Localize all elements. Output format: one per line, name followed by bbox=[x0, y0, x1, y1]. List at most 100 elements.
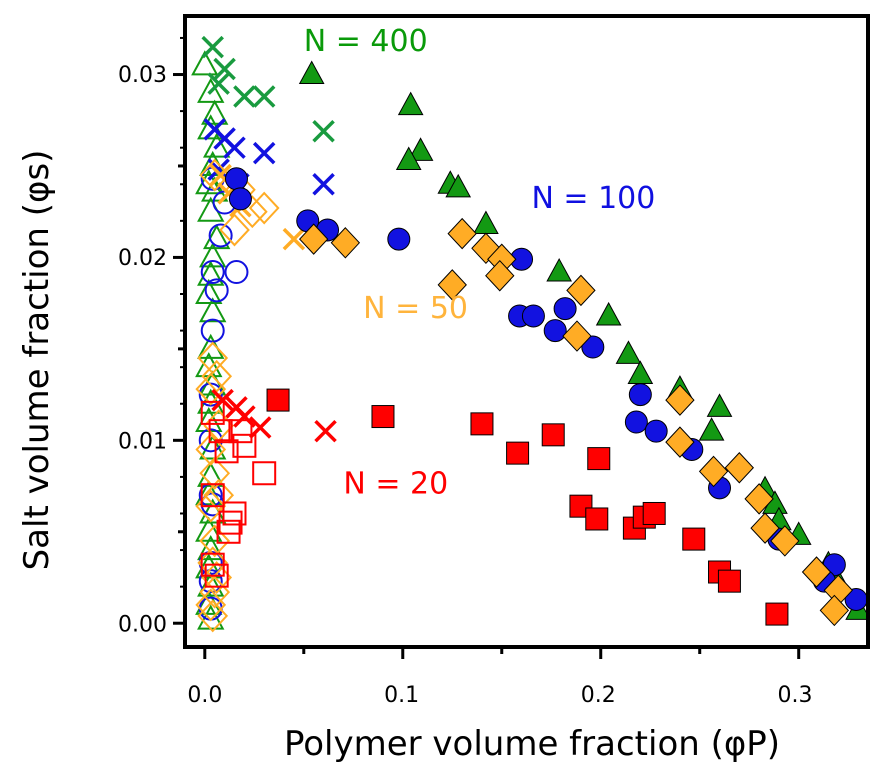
cross-marker bbox=[201, 35, 224, 59]
circle-marker bbox=[553, 297, 577, 321]
circle-marker bbox=[228, 187, 252, 211]
y-tick-label-3: 0.03 bbox=[118, 63, 167, 88]
x-axis-title: Polymer volume fraction (φP) bbox=[284, 724, 780, 764]
square-marker bbox=[371, 405, 395, 429]
annotation-n-50: N = 50 bbox=[363, 291, 468, 326]
triangle-marker bbox=[473, 210, 499, 235]
circle-marker bbox=[624, 410, 648, 434]
square-marker bbox=[682, 527, 706, 551]
diamond-marker bbox=[562, 320, 592, 352]
data-points bbox=[191, 35, 870, 633]
diamond-marker bbox=[698, 455, 729, 488]
cross-marker bbox=[282, 227, 306, 251]
cross-marker bbox=[252, 141, 276, 165]
diamond-marker bbox=[298, 223, 329, 255]
cross-marker bbox=[213, 57, 236, 81]
square-marker bbox=[585, 507, 609, 531]
cross-marker bbox=[233, 405, 256, 428]
diamond-marker bbox=[199, 456, 231, 490]
x-tick-label-2: 0.2 bbox=[581, 683, 616, 708]
diamond-marker bbox=[566, 274, 596, 307]
circle-marker bbox=[200, 260, 225, 285]
axis-ticks bbox=[173, 36, 801, 659]
triangle-marker bbox=[615, 340, 642, 364]
square-marker bbox=[506, 441, 530, 465]
triangle-marker bbox=[202, 132, 231, 158]
diamond-marker bbox=[447, 217, 477, 250]
circle-marker bbox=[644, 419, 668, 443]
square-marker bbox=[717, 569, 741, 593]
square-marker bbox=[587, 447, 611, 471]
triangle-marker bbox=[698, 417, 725, 441]
diamond-marker bbox=[195, 588, 227, 622]
square-marker bbox=[266, 388, 290, 412]
diamond-marker bbox=[199, 524, 231, 558]
x-tick-label-1: 0.1 bbox=[384, 683, 419, 708]
diamond-marker bbox=[665, 426, 695, 458]
diamond-marker bbox=[437, 269, 467, 301]
diamond-marker bbox=[724, 452, 755, 484]
circle-marker bbox=[521, 304, 545, 328]
circle-marker bbox=[224, 167, 248, 191]
square-marker bbox=[200, 483, 225, 508]
diamond-marker bbox=[801, 556, 832, 588]
annotation-n-400: N = 400 bbox=[304, 24, 428, 59]
diamond-marker bbox=[744, 483, 774, 515]
triangle-marker bbox=[445, 173, 472, 198]
triangle-marker bbox=[627, 360, 654, 384]
cross-marker bbox=[223, 136, 246, 159]
x-tick-label-3: 0.3 bbox=[778, 683, 813, 708]
circle-marker bbox=[208, 223, 233, 248]
y-axis-title: Salt volume fraction (φs) bbox=[17, 150, 57, 571]
circle-marker bbox=[204, 278, 229, 303]
diamond-marker bbox=[201, 561, 233, 594]
circle-marker bbox=[628, 383, 652, 407]
square-marker bbox=[216, 519, 241, 544]
cross-marker bbox=[211, 388, 234, 412]
circle-marker bbox=[543, 319, 567, 343]
square-marker bbox=[541, 423, 565, 447]
diamond-marker bbox=[248, 191, 280, 225]
plot-frame bbox=[183, 14, 870, 649]
cross-marker bbox=[207, 72, 230, 95]
diamond-marker bbox=[197, 341, 229, 375]
triangle-marker bbox=[191, 50, 219, 76]
cross-marker bbox=[252, 85, 276, 108]
annotation-n-100: N = 100 bbox=[531, 181, 655, 216]
triangle-marker bbox=[546, 258, 573, 282]
diamond-marker bbox=[330, 227, 361, 259]
square-marker bbox=[470, 412, 494, 436]
square-marker bbox=[200, 400, 225, 425]
diamond-marker bbox=[750, 512, 780, 544]
diamond-marker bbox=[819, 594, 850, 627]
cross-marker bbox=[312, 119, 335, 143]
circle-marker bbox=[224, 260, 249, 285]
cross-marker bbox=[314, 419, 337, 443]
cross-marker bbox=[312, 173, 335, 196]
cross-marker bbox=[233, 85, 256, 108]
circle-marker bbox=[387, 227, 411, 251]
annotation-n-20: N = 20 bbox=[343, 466, 448, 501]
y-tick-label-1: 0.01 bbox=[118, 429, 167, 454]
diamond-marker bbox=[197, 599, 229, 633]
diamond-marker bbox=[203, 478, 235, 512]
diamond-marker bbox=[770, 525, 800, 557]
y-tick-label-2: 0.02 bbox=[118, 246, 167, 271]
circle-marker bbox=[581, 335, 605, 359]
x-tick-label-0: 0.0 bbox=[187, 683, 222, 708]
square-marker bbox=[252, 461, 277, 486]
cross-marker bbox=[248, 416, 272, 439]
square-marker bbox=[642, 501, 666, 525]
triangle-marker bbox=[397, 91, 424, 116]
square-marker bbox=[765, 602, 789, 626]
triangle-marker bbox=[395, 146, 422, 170]
square-marker bbox=[232, 433, 257, 458]
triangle-marker bbox=[298, 60, 325, 85]
triangle-marker bbox=[197, 77, 225, 103]
square-marker bbox=[204, 563, 229, 588]
triangle-marker bbox=[595, 301, 622, 326]
triangle-marker bbox=[407, 137, 434, 161]
square-marker bbox=[214, 439, 239, 464]
triangle-marker bbox=[706, 393, 733, 417]
